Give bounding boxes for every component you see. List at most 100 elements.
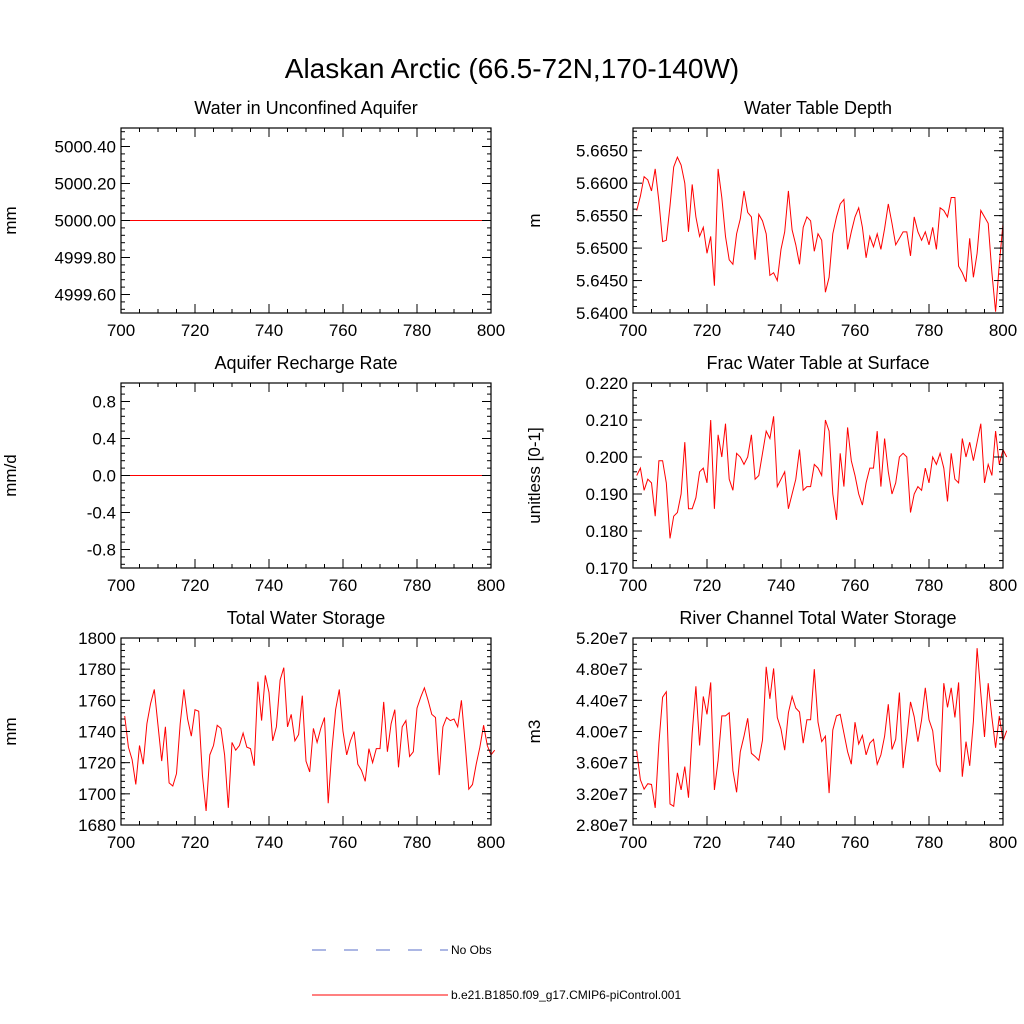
x-tick-label: 800 [477,321,505,340]
x-tick-label: 740 [255,576,283,595]
x-tick-label: 740 [767,576,795,595]
x-tick-label: 720 [693,321,721,340]
y-tick-label: 4.40e7 [576,691,628,710]
y-tick-label: 5000.00 [55,212,116,231]
x-tick-label: 720 [693,833,721,852]
y-tick-label: 0.4 [92,430,116,449]
panel-title: Total Water Storage [227,608,385,628]
x-tick-label: 800 [477,576,505,595]
y-tick-label: 2.80e7 [576,816,628,835]
y-axis-label: unitless [0-1] [525,427,544,523]
x-tick-label: 740 [767,321,795,340]
y-tick-label: 0.220 [585,374,628,393]
x-tick-label: 780 [403,321,431,340]
y-tick-label: 5000.20 [55,175,116,194]
legend: No Obs b.e21.B1850.f09_g17.CMIP6-piContr… [312,943,681,1002]
plot-frame [120,637,492,826]
x-tick-label: 700 [619,576,647,595]
y-tick-label: 1760 [78,691,116,710]
panels: Water in Unconfined Aquifer 700 720 740 760 7… [1,98,1017,852]
y-tick-label: 0.0 [92,467,116,486]
x-tick-label: 800 [989,833,1017,852]
y-tick-label: 1720 [78,754,116,773]
y-tick-label: -0.4 [87,504,116,523]
series-line [636,155,1004,312]
y-tick-label: 1800 [78,629,116,648]
y-axis-label: mm/d [1,454,20,497]
panel-water-table-depth: Water Table Depth 700 720 740 760 780 800 5.640… [525,98,1017,340]
x-tick-label: 700 [107,321,135,340]
y-tick-label: 5.6400 [576,304,628,323]
x-tick-label: 760 [841,833,869,852]
y-tick-label: 1680 [78,816,116,835]
y-axis-label: m3 [525,720,544,744]
y-tick-label: 4.80e7 [576,660,628,679]
series-line [636,416,1008,539]
y-tick-label: 1780 [78,660,116,679]
y-tick-label: 0.180 [585,522,628,541]
x-tick-label: 740 [255,321,283,340]
plot-frame [632,127,1004,314]
panel-title: Aquifer Recharge Rate [214,353,397,373]
x-tick-label: 760 [329,833,357,852]
x-tick-label: 760 [329,321,357,340]
legend-label-no-obs: No Obs [451,943,492,957]
y-tick-label: 0.170 [585,559,628,578]
x-tick-label: 780 [915,321,943,340]
legend-entry-model-run: b.e21.B1850.f09_g17.CMIP6-piControl.001 [312,988,681,1002]
plot-frame [632,382,1004,569]
x-tick-label: 740 [255,833,283,852]
y-tick-label: 1700 [78,785,116,804]
panel-total-water-storage: Total Water Storage 700 720 740 760 780 800 168… [1,608,505,852]
y-tick-label: 0.200 [585,448,628,467]
panel-aquifer-recharge-rate: Aquifer Recharge Rate 700 720 740 760 780 800 -… [1,353,505,595]
y-tick-label: 0.8 [92,393,116,412]
y-tick-label: 5.6550 [576,207,628,226]
x-tick-label: 700 [619,833,647,852]
x-tick-label: 780 [403,833,431,852]
x-tick-label: 720 [693,576,721,595]
y-tick-label: 5.6650 [576,142,628,161]
y-tick-label: 4.00e7 [576,723,628,742]
x-tick-label: 760 [841,576,869,595]
y-tick-label: 5.6450 [576,272,628,291]
legend-entry-no-obs: No Obs [312,943,492,957]
x-tick-label: 800 [989,321,1017,340]
y-axis-label: m [525,213,544,227]
panel-river-channel-total-water-storage: River Channel Total Water Storage 700 720 7… [525,608,1017,852]
x-tick-label: 740 [767,833,795,852]
x-tick-label: 780 [915,833,943,852]
y-tick-label: 4999.60 [55,286,116,305]
x-tick-label: 700 [619,321,647,340]
series-line [636,648,1008,808]
y-tick-label: 0.190 [585,485,628,504]
y-tick-label: 5.6500 [576,239,628,258]
x-tick-label: 760 [841,321,869,340]
x-tick-label: 720 [181,321,209,340]
y-tick-label: 5000.40 [55,138,116,157]
x-tick-label: 780 [915,576,943,595]
x-tick-label: 720 [181,833,209,852]
panel-title: Frac Water Table at Surface [706,353,929,373]
y-tick-label: 4999.80 [55,249,116,268]
y-tick-label: 0.210 [585,411,628,430]
panel-title: Water Table Depth [744,98,892,118]
y-axis-label: mm [1,206,20,234]
panel-title: Water in Unconfined Aquifer [194,98,417,118]
series-line [124,667,496,812]
x-tick-label: 800 [477,833,505,852]
y-tick-label: -0.8 [87,541,116,560]
x-tick-label: 720 [181,576,209,595]
y-axis-label: mm [1,717,20,745]
x-tick-label: 700 [107,576,135,595]
y-tick-label: 1740 [78,723,116,742]
x-tick-label: 760 [329,576,357,595]
panel-title: River Channel Total Water Storage [679,608,956,628]
y-tick-label: 5.20e7 [576,629,628,648]
x-tick-label: 800 [989,576,1017,595]
y-tick-label: 3.60e7 [576,754,628,773]
x-tick-label: 700 [107,833,135,852]
legend-label-model-run: b.e21.B1850.f09_g17.CMIP6-piControl.001 [451,988,681,1002]
figure-title: Alaskan Arctic (66.5-72N,170-140W) [285,53,739,84]
